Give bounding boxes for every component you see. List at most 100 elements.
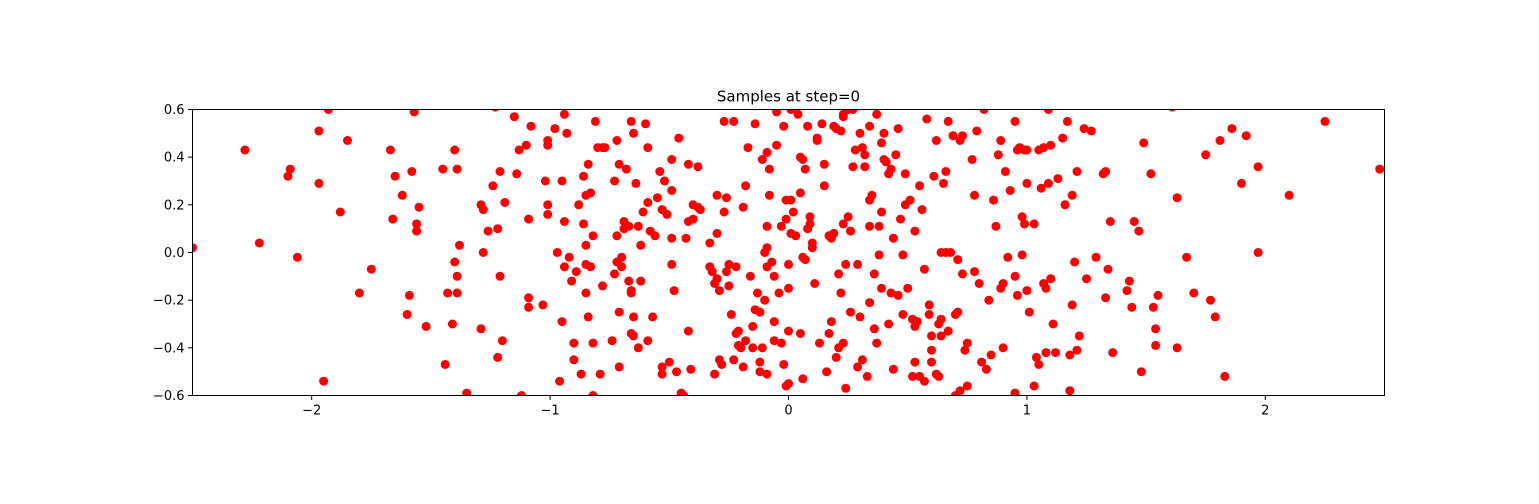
data-point-453: [1153, 290, 1163, 300]
data-point-447: [1136, 367, 1146, 377]
data-point-189: [738, 202, 748, 212]
data-point-39: [478, 205, 488, 215]
data-point-152: [679, 391, 689, 396]
data-point-347: [934, 371, 944, 381]
data-point-110: [617, 252, 627, 262]
data-point-352: [939, 178, 948, 188]
data-point-420: [1053, 174, 1063, 184]
data-point-195: [748, 343, 758, 353]
data-point-428: [1070, 257, 1080, 267]
data-point-179: [724, 259, 734, 269]
data-point-169: [712, 190, 722, 200]
data-point-245: [800, 255, 810, 265]
data-point-170: [712, 228, 722, 238]
data-point-317: [891, 150, 901, 160]
y-axis: −0.6 −0.4 −0.2 0.0 0.2 0.4 0.6: [153, 103, 193, 404]
data-point-366: [958, 131, 967, 141]
y-tick-label-5: 0.4: [164, 151, 185, 166]
data-point-142: [662, 209, 672, 219]
data-point-460: [1206, 295, 1215, 305]
data-point-23: [412, 226, 422, 236]
data-point-97: [598, 281, 607, 291]
data-point-208: [762, 147, 772, 157]
data-point-405: [1029, 381, 1039, 391]
data-point-115: [624, 221, 634, 231]
data-point-129: [641, 119, 650, 129]
data-point-42: [488, 181, 498, 191]
data-point-271: [836, 126, 846, 136]
data-point-213: [764, 164, 774, 174]
data-point-349: [936, 314, 946, 324]
data-point-50: [509, 112, 519, 122]
data-point-82: [579, 171, 588, 181]
data-point-89: [586, 262, 596, 272]
data-point-165: [705, 238, 715, 248]
data-point-144: [667, 186, 677, 195]
data-point-26: [438, 164, 448, 174]
data-point-33: [452, 271, 462, 281]
data-point-31: [450, 257, 460, 267]
data-point-239: [795, 188, 805, 198]
data-point-63: [543, 200, 553, 210]
data-point-203: [757, 155, 767, 164]
data-point-404: [1029, 219, 1039, 229]
data-point-470: [1320, 116, 1330, 126]
data-point-371: [970, 190, 979, 200]
x-tick-label-4: 2: [1261, 404, 1269, 419]
data-point-138: [657, 369, 667, 379]
data-point-455: [1172, 193, 1182, 203]
data-point-353: [941, 167, 951, 176]
data-point-107: [614, 362, 624, 372]
data-point-300: [869, 269, 879, 279]
data-point-242: [798, 155, 808, 164]
data-point-143: [664, 357, 674, 367]
data-point-456: [1172, 343, 1182, 353]
data-point-291: [860, 162, 870, 172]
data-point-99: [600, 143, 610, 153]
data-point-298: [867, 190, 877, 200]
data-point-40: [478, 248, 488, 257]
data-point-209: [762, 221, 772, 231]
y-tick-label-6: 0.6: [164, 103, 185, 118]
data-point-202: [755, 367, 765, 377]
data-point-194: [745, 271, 755, 281]
data-point-375: [977, 357, 987, 367]
data-point-373: [972, 126, 982, 136]
data-point-417: [1046, 274, 1056, 284]
data-point-414: [1043, 178, 1053, 188]
data-point-146: [667, 259, 677, 269]
data-point-9: [323, 109, 333, 114]
data-point-322: [898, 250, 908, 260]
data-point-376: [979, 109, 989, 114]
data-point-234: [786, 195, 796, 205]
data-point-442: [1122, 286, 1132, 296]
data-point-11: [343, 136, 352, 145]
data-point-181: [726, 310, 736, 319]
y-tick-label-4: 0.2: [164, 198, 185, 213]
data-point-10: [335, 207, 345, 217]
data-point-287: [855, 312, 865, 322]
data-point-214: [767, 257, 777, 267]
data-point-426: [1067, 190, 1077, 200]
data-point-444: [1127, 302, 1137, 312]
points-layer: [192, 109, 1385, 396]
data-point-55: [524, 293, 534, 303]
data-point-431: [1074, 331, 1084, 341]
data-point-130: [643, 143, 653, 153]
data-point-123: [631, 178, 641, 188]
data-point-101: [610, 176, 619, 186]
data-point-72: [559, 109, 569, 119]
data-point-124: [633, 343, 643, 353]
data-point-15: [388, 214, 398, 224]
data-point-441: [1108, 348, 1118, 358]
data-point-454: [1168, 109, 1177, 112]
data-point-230: [784, 326, 793, 336]
data-point-363: [955, 386, 965, 396]
data-point-403: [1024, 307, 1034, 317]
data-point-397: [1017, 250, 1027, 260]
data-point-457: [1182, 252, 1192, 262]
data-point-263: [826, 317, 836, 327]
data-point-223: [779, 360, 789, 369]
data-point-81: [579, 219, 588, 229]
data-point-19: [404, 290, 414, 300]
